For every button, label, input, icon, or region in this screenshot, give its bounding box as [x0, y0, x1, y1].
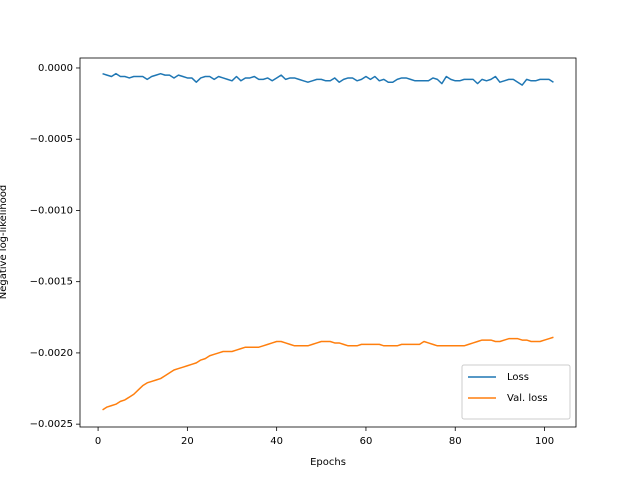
- series-line: [102, 336, 554, 411]
- x-tick-label: 100: [535, 436, 554, 447]
- y-tick-label: −0.0010: [30, 205, 73, 216]
- axes-frame: [79, 57, 577, 428]
- y-tick-label: 0.0000: [38, 63, 73, 74]
- y-tick-label: −0.0005: [30, 134, 73, 145]
- x-axis-label: Epochs: [310, 457, 346, 468]
- y-tick-label: −0.0025: [30, 419, 73, 430]
- x-tick-label: 40: [270, 436, 283, 447]
- y-tick-label: −0.0015: [30, 277, 73, 288]
- series-line: [102, 72, 554, 86]
- x-tick-label: 80: [449, 436, 462, 447]
- x-tick-label: 0: [95, 436, 101, 447]
- x-tick-label: 60: [360, 436, 373, 447]
- y-tick-label: −0.0020: [30, 348, 73, 359]
- legend-label: Loss: [507, 372, 529, 383]
- legend-label: Val. loss: [507, 393, 548, 404]
- y-axis-label: Negative log-likelihood: [0, 185, 9, 300]
- x-tick-label: 20: [181, 436, 194, 447]
- legend-box: [461, 364, 571, 420]
